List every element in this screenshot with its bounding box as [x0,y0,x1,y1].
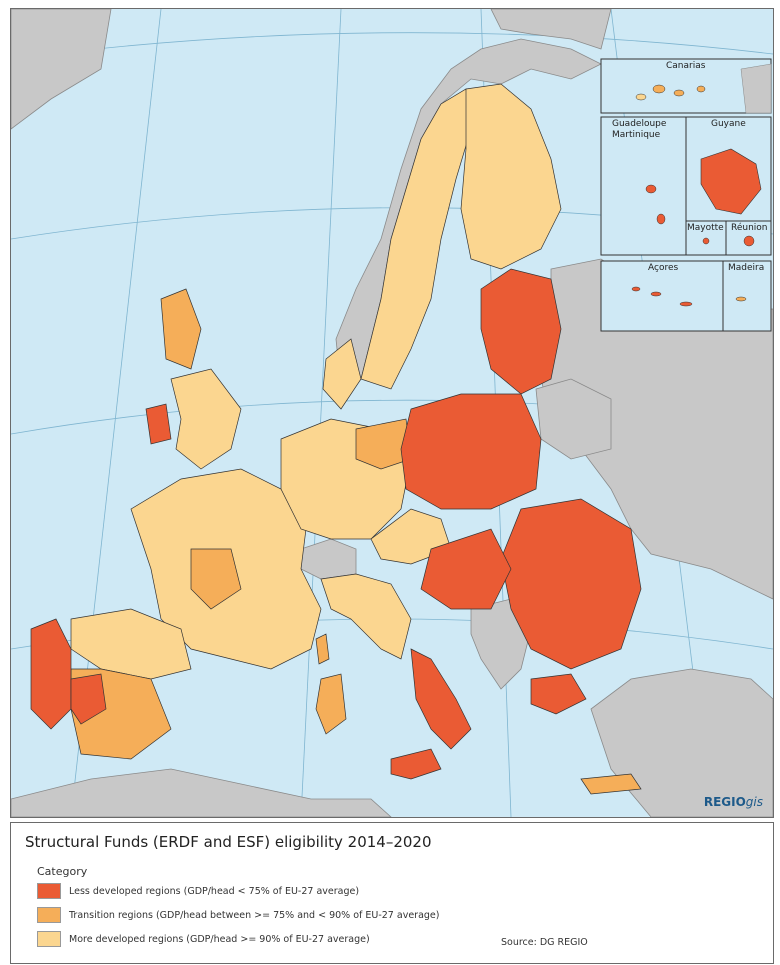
europe-map [11,9,773,817]
map-frame: Canarias Guadeloupe Martinique Guyane Ma… [10,8,774,818]
source-note: Source: DG REGIO [501,937,588,948]
turkey [590,668,773,817]
legend-label-more-developed: More developed regions (GDP/head >= 90% … [69,933,370,945]
label-martinique: Martinique [612,130,661,140]
extremadura [70,673,107,725]
southern-italy [410,648,472,750]
sardinia [315,673,347,735]
greenland-edge [11,9,112,130]
legend-item-transition: Transition regions (GDP/head between >= … [37,907,439,923]
hungary-croatia [420,528,512,610]
scotland [160,288,202,370]
uk-south [170,368,242,470]
greece-north [530,673,587,715]
north-africa [11,768,392,817]
insets-group [600,58,772,332]
non-eu-land [11,9,773,817]
label-guyane: Guyane [711,119,746,129]
legend-item-less-developed: Less developed regions (GDP/head < 75% o… [37,883,359,899]
corsica [315,633,330,665]
legend-label-transition: Transition regions (GDP/head between >= … [69,909,440,921]
sicily [390,748,442,780]
inset-madeira [722,260,772,332]
label-guadeloupe: Guadeloupe [612,119,667,129]
legend-category-label: Category [37,865,88,878]
regiogis-logo: REGIOgis [703,795,763,809]
east-germany [355,418,412,470]
switzerland [300,538,357,580]
denmark [322,338,362,410]
legend-title: Structural Funds (ERDF and ESF) eligibil… [25,833,432,851]
romania-bulgaria [500,498,642,670]
swatch-transition [37,907,61,923]
inset-acores [600,260,724,332]
portugal [30,618,72,730]
poland [400,393,542,510]
greek-islands [580,773,642,795]
legend-item-more-developed: More developed regions (GDP/head >= 90% … [37,931,370,947]
label-mayotte: Mayotte [687,223,724,233]
wales [145,403,172,445]
label-madeira: Madeira [728,263,765,273]
legend-label-less-developed: Less developed regions (GDP/head < 75% o… [69,885,360,897]
swatch-more-developed [37,931,61,947]
france-inner [190,548,242,610]
finland [460,83,562,270]
label-reunion: Réunion [731,223,768,233]
spain-north [70,608,192,680]
legend-box: Structural Funds (ERDF and ESF) eligibil… [10,822,774,964]
swatch-less-developed [37,883,61,899]
inset-canarias [600,58,772,114]
northern-italy [320,573,412,660]
label-canarias: Canarias [666,61,706,71]
less-developed-regions [30,268,642,780]
label-acores: Açores [648,263,679,273]
iceland-north [490,9,612,50]
baltics [480,268,562,395]
inset-guadeloupe-martinique [600,116,687,256]
